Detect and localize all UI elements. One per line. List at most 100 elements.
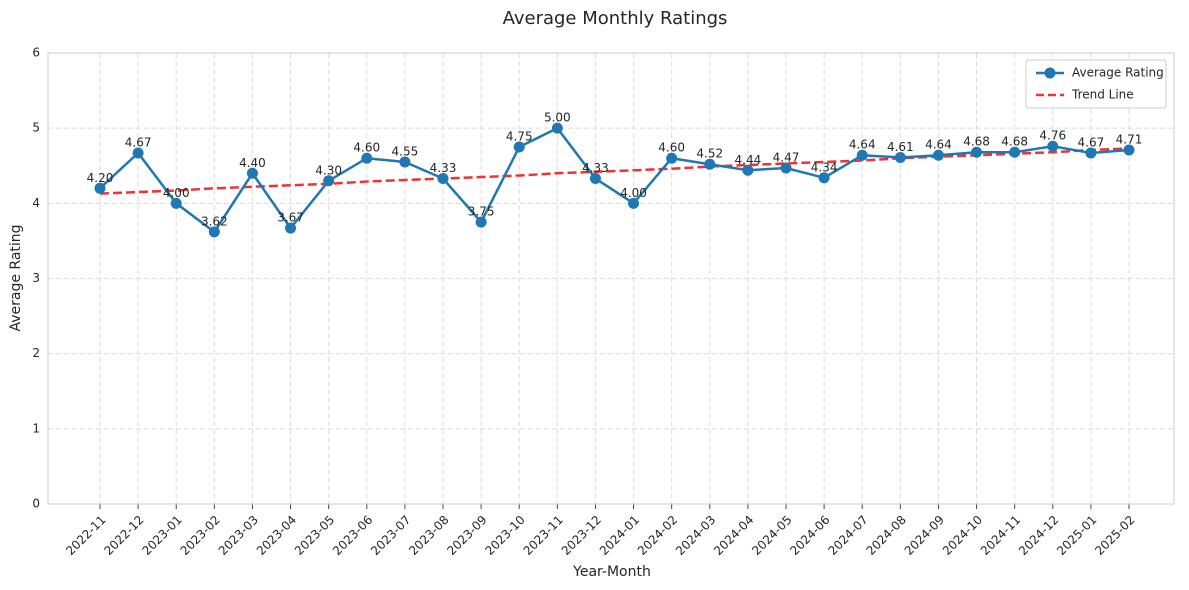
series-line [99,126,1130,234]
x-tick-label: 2023-10 [482,513,527,558]
y-tick-label: 4 [32,196,40,210]
marker [132,147,144,159]
x-tick-label: 2024-03 [673,513,718,558]
x-axis-label: Year-Month [572,564,651,580]
marker [932,149,944,161]
value-label: 4.61 [887,140,914,154]
marker [666,152,678,164]
x-tick-label: 2023-07 [368,513,413,558]
value-label: 4.68 [1001,135,1028,149]
y-tick-label: 3 [32,271,40,285]
x-tick-label: 2024-04 [711,513,756,558]
x-tick-label: 2024-07 [825,513,870,558]
value-label: 3.62 [201,214,228,228]
marker [628,197,640,209]
marker [208,226,220,238]
value-label: 4.76 [1039,129,1066,143]
x-tick-label: 2024-02 [635,513,680,558]
x-tick-label: 2023-11 [521,513,566,558]
marker [551,122,563,134]
legend-label: Average Rating [1072,66,1164,80]
x-tick-label: 2023-03 [216,513,261,558]
value-label: 4.55 [392,144,419,158]
value-label: 3.67 [277,211,304,225]
x-tick-label: 2024-09 [902,513,947,558]
marker [361,152,373,164]
marker [856,149,868,161]
value-label: 4.60 [353,141,380,155]
marker [704,158,716,170]
value-label: 4.44 [735,153,762,167]
value-label: 5.00 [544,111,571,125]
value-label: 4.33 [430,161,457,175]
y-tick-label: 1 [32,421,40,435]
value-label: 3.75 [468,205,495,219]
marker [818,172,830,184]
chart-title: Average Monthly Ratings [503,8,728,29]
x-tick-label: 2023-04 [254,513,299,558]
x-tick-label: 2024-12 [1016,513,1061,558]
value-label: 4.52 [696,147,723,161]
value-label: 4.33 [582,161,609,175]
marker [1123,144,1135,156]
marker [513,141,525,153]
marker [780,162,792,174]
value-label: 4.34 [811,160,838,174]
value-label: 4.64 [925,138,952,152]
value-label: 4.00 [620,186,647,200]
marker [170,197,182,209]
x-tick-label: 2023-01 [139,513,184,558]
y-tick-label: 5 [32,121,40,135]
value-label: 4.75 [506,129,533,143]
y-tick-label: 2 [32,346,40,360]
marker [742,164,754,176]
marker [894,151,906,163]
x-tick-label: 2024-08 [864,513,909,558]
plot-frame [47,52,1175,505]
x-tick-label: 2023-08 [406,513,451,558]
x-tick-label: 2024-11 [978,513,1023,558]
value-label: 4.67 [125,135,152,149]
value-label: 4.67 [1078,135,1105,149]
marker [399,156,411,168]
x-tick-label: 2025-02 [1092,513,1137,558]
legend-label: Trend Line [1071,88,1134,102]
value-label: 4.71 [1116,132,1143,146]
x-tick-label: 2022-12 [101,513,146,558]
y-axis-label: Average Rating [8,224,24,331]
x-tick-label: 2025-01 [1054,513,1099,558]
legend-marker [1044,67,1056,79]
y-tick-label: 6 [32,46,40,60]
x-tick-label: 2024-01 [597,513,642,558]
x-tick-label: 2024-10 [940,513,985,558]
marker [437,173,449,185]
value-label: 4.68 [963,135,990,149]
x-tick-label: 2024-06 [787,513,832,558]
series-line [99,147,1130,195]
marker [971,146,983,158]
x-tick-label: 2022-11 [63,513,108,558]
value-label: 4.60 [658,141,685,155]
marker [1047,140,1059,152]
x-tick-label: 2024-05 [749,513,794,558]
marker [94,182,106,194]
value-label: 4.30 [315,163,342,177]
marker [589,173,601,185]
marker [285,222,297,234]
value-label: 4.40 [239,156,266,170]
x-tick-label: 2023-05 [292,513,337,558]
value-label: 4.20 [87,171,114,185]
marker [1085,147,1097,159]
marker [1009,146,1021,158]
marker [475,216,487,228]
y-tick-label: 0 [32,497,40,511]
value-label: 4.00 [163,186,190,200]
marker [323,175,335,187]
x-tick-label: 2023-02 [178,513,223,558]
marker [246,167,258,179]
x-tick-label: 2023-12 [559,513,604,558]
x-tick-label: 2023-06 [330,513,375,558]
x-tick-label: 2023-09 [444,513,489,558]
